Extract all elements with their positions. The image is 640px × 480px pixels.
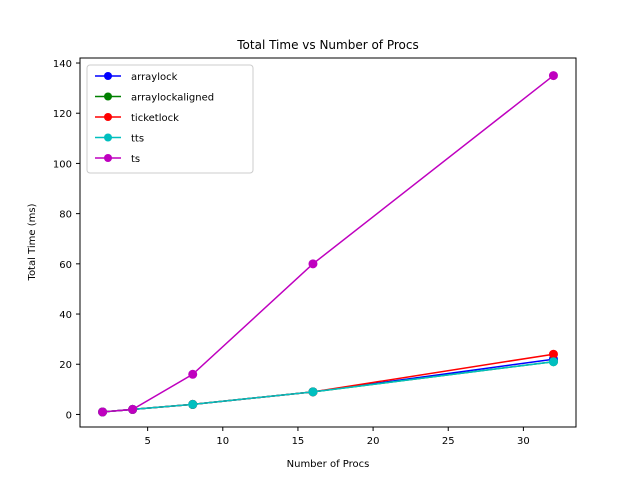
y-tick-label: 0 xyxy=(66,410,72,421)
legend-marker xyxy=(104,72,112,80)
x-tick-label: 25 xyxy=(442,436,455,447)
data-point xyxy=(548,71,558,81)
x-tick-label: 5 xyxy=(144,436,150,447)
series-ts xyxy=(98,71,558,417)
data-point xyxy=(308,387,318,397)
legend-entry: tts xyxy=(95,133,144,145)
legend-entry: arraylock xyxy=(95,72,178,83)
data-point xyxy=(188,369,198,379)
data-point xyxy=(98,407,108,417)
legend-entry: ts xyxy=(95,154,140,165)
x-tick-label: 15 xyxy=(292,436,305,447)
x-tick-label: 20 xyxy=(367,436,380,447)
data-point xyxy=(548,357,558,367)
legend-marker xyxy=(104,154,112,162)
legend: arraylock arraylockaligned ticketlock tts ts xyxy=(86,64,254,174)
y-tick-label: 20 xyxy=(59,360,72,371)
legend-entry: arraylockaligned xyxy=(95,92,214,104)
legend-marker xyxy=(104,113,112,121)
y-tick-label: 40 xyxy=(59,310,72,321)
x-tick-label: 30 xyxy=(517,436,530,447)
y-tick-label: 100 xyxy=(53,159,72,170)
data-point xyxy=(308,259,318,269)
legend-label: tts xyxy=(131,134,144,145)
chart-title: Total Time vs Number of Procs xyxy=(236,38,418,52)
data-point xyxy=(188,399,198,409)
y-axis-label: Total Time (ms) xyxy=(27,203,38,281)
y-tick-label: 80 xyxy=(59,210,72,221)
y-tick-label: 140 xyxy=(53,59,72,70)
y-tick-label: 60 xyxy=(59,260,72,271)
legend-marker xyxy=(104,133,112,142)
legend-marker xyxy=(104,92,112,101)
legend-box xyxy=(86,64,254,174)
series-layer xyxy=(98,71,558,417)
legend-label: ticketlock xyxy=(131,113,179,124)
legend-entry: ticketlock xyxy=(95,113,179,124)
x-axis-label: Number of Procs xyxy=(287,459,370,470)
x-tick-label: 10 xyxy=(216,436,229,447)
legend-label: arraylock xyxy=(131,72,178,83)
legend-label: ts xyxy=(131,154,140,165)
legend-label: arraylockaligned xyxy=(131,93,214,104)
y-tick-label: 120 xyxy=(53,109,72,120)
data-point xyxy=(128,404,138,414)
axes: 5 10 15 20 25 30 0 20 40 60 80 100 120 140 xyxy=(53,59,530,447)
data-point xyxy=(548,349,558,359)
plot-frame xyxy=(79,57,577,428)
